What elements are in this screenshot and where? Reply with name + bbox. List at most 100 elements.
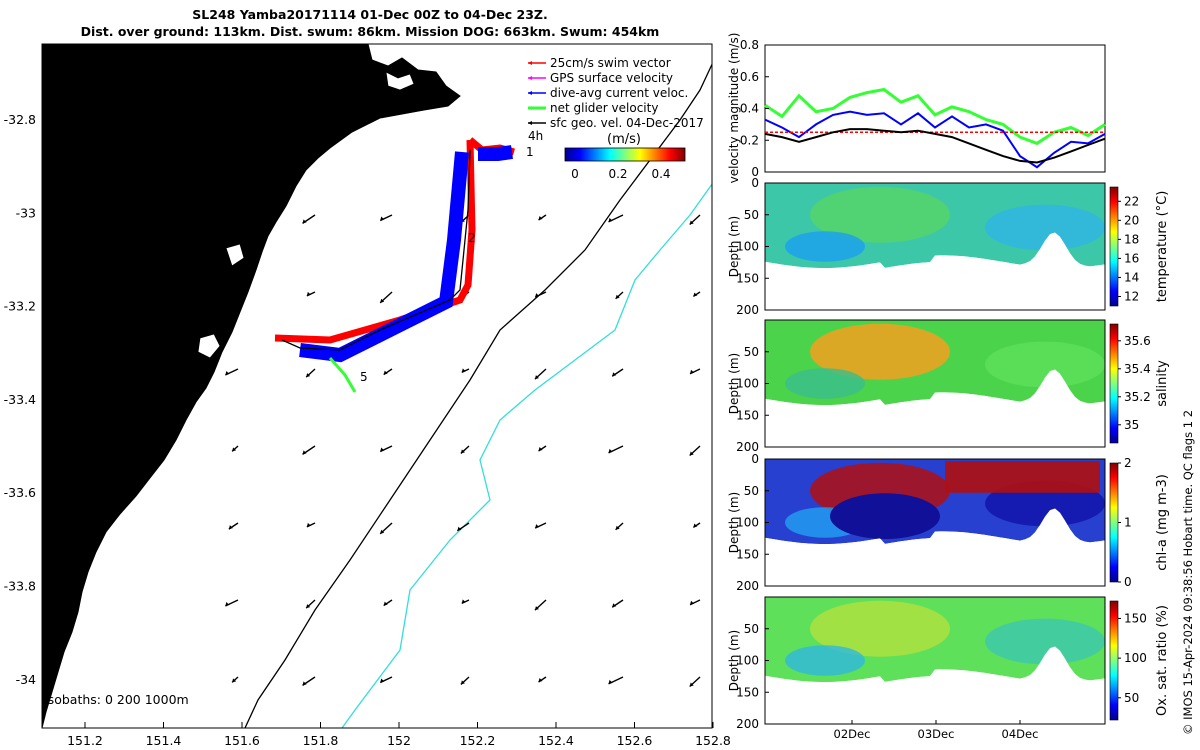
day-label: 4h [528, 129, 543, 143]
colorbar-tick: 14 [1124, 270, 1139, 284]
legend-entry: net glider velocity [550, 101, 658, 115]
velocity-series-line [764, 128, 1106, 164]
depth-tick: 50 [744, 208, 759, 222]
depth-axis-label: Depth (m) [727, 492, 741, 553]
legend-entry: dive-avg current veloc. [550, 86, 688, 100]
depth-tick: 150 [736, 271, 759, 285]
depth-tick: 100 [736, 377, 759, 391]
depth-axis-label: Depth (m) [727, 353, 741, 414]
map-x-tick: 151.8 [303, 733, 339, 748]
depth-tick: 50 [744, 484, 759, 498]
colorbar-tick: 2 [1124, 456, 1132, 470]
map-x-tick: 152 [387, 733, 411, 748]
colorbar-tick: 35.6 [1124, 334, 1151, 348]
colorbar-label: Ox. sat. ratio (%) [1155, 605, 1170, 716]
depth-tick: 100 [736, 240, 759, 254]
colorbar-label: salinity [1155, 360, 1170, 407]
map-x-tick: 151.2 [67, 733, 103, 748]
profile-heatmap-panel: 50 100 150 200 Depth (m) 35 35.2 35.4 35.6 salini… [727, 319, 1170, 454]
depth-tick: 100 [736, 654, 759, 668]
depth-tick: 200 [736, 303, 759, 317]
map-frame [41, 43, 713, 729]
legend-entry: 25cm/s swim vector [550, 56, 671, 70]
colorbar-tick: 35 [1124, 418, 1139, 432]
colorbar-tick: 35.4 [1124, 362, 1151, 376]
glider-track [281, 149, 471, 351]
colorbar-tick: 20 [1124, 213, 1139, 227]
net-glider-velocity [328, 357, 357, 393]
land-mass [42, 44, 461, 728]
legend-entry: GPS surface velocity [550, 71, 673, 85]
colorbar-tick: 0 [571, 167, 579, 181]
map-y-ticks: -32.8 -33 -33.2 -33.4 -33.6 -33.8 -34 [4, 112, 48, 687]
colorbar-tick: 16 [1124, 251, 1139, 265]
colorbar-tick: 18 [1124, 232, 1139, 246]
depth-tick: 50 [744, 345, 759, 359]
velocity-y-tick: 0.6 [740, 70, 759, 84]
depth-tick: 100 [736, 516, 759, 530]
speed-colorbar: (m/s) 0 0.2 0.4 [564, 132, 686, 181]
velocity-y-tick: 0.2 [740, 133, 759, 147]
depth-tick: 200 [736, 579, 759, 593]
depth-tick: 50 [744, 622, 759, 636]
colorbar-tick: 12 [1124, 289, 1139, 303]
colorbar-tick: 150 [1124, 611, 1147, 625]
depth-tick: 150 [736, 547, 759, 561]
colorbar-label: (m/s) [607, 132, 641, 147]
day-label: 5 [360, 370, 368, 384]
isobaths-label: Isobaths: 0 200 1000m [44, 692, 189, 707]
day-label: 1 [526, 145, 534, 159]
map-x-tick: 152.2 [460, 733, 496, 748]
map-y-tick: -33.4 [4, 392, 36, 407]
colorbar-tick: 0 [1124, 575, 1132, 589]
surface-geostrophic-vectors [225, 214, 701, 687]
velocity-y-tick: 0 [751, 165, 759, 179]
map-y-tick: -33.8 [4, 579, 36, 594]
depth-axis-label: Depth (m) [727, 630, 741, 691]
profile-heatmap-panel: 0 50 100 150 200 Depth (m) 0 1 2 chl-a (mg m-3) [727, 452, 1170, 593]
figure-title: SL248 Yamba20171114 01-Dec 00Z to 04-Dec… [0, 6, 740, 40]
map-y-tick: -34 [16, 672, 36, 687]
velocity-series-line [764, 87, 1106, 146]
map-y-tick: -33.6 [4, 485, 36, 500]
colorbar-tick: 50 [1124, 691, 1139, 705]
map-x-tick: 152.6 [617, 733, 653, 748]
colorbar-label: chl-a (mg m-3) [1155, 474, 1170, 571]
footer-text: © IMOS 15-Apr-2024 09:38:56 Hobart time.… [1181, 410, 1195, 735]
velocity-magnitude-panel: 0 0.2 0.4 0.6 0.8 velocity magnitude (m/s) [727, 33, 1106, 184]
isobath-1000m [341, 183, 712, 728]
depth-axis-label: Depth (m) [727, 216, 741, 277]
title-line-2: Dist. over ground: 113km. Dist. swum: 86… [80, 24, 660, 39]
colorbar-ticks: 0 0.2 0.4 [571, 167, 670, 181]
map-y-tick: -33 [16, 205, 36, 220]
depth-tick: 200 [736, 440, 759, 454]
colorbar-label: temperature (°C) [1155, 191, 1170, 303]
date-tick: 03Dec [918, 727, 955, 741]
profile-panels: 0 0.2 0.4 0.6 0.8 velocity magnitude (m/s) 0… [727, 33, 1170, 741]
day-label: 2 [468, 231, 476, 245]
velocity-y-tick: 0.4 [740, 102, 759, 116]
profile-heatmap-panel: 0 50 100 150 200 Depth (m) 12 14 16 18 20 22 tempera… [727, 176, 1170, 317]
dive-avg-current-vectors [299, 145, 513, 363]
velocity-y-tick: 0.8 [740, 38, 759, 52]
colorbar-tick: 22 [1124, 194, 1139, 208]
velocity-y-label: velocity magnitude (m/s) [727, 33, 741, 184]
map-y-tick: -32.8 [4, 112, 36, 127]
inlet [225, 243, 245, 267]
depth-tick: 150 [736, 408, 759, 422]
isobath-200m [244, 62, 712, 728]
title-line-1: SL248 Yamba20171114 01-Dec 00Z to 04-Dec… [192, 7, 548, 22]
depth-tick: 0 [751, 452, 759, 466]
date-tick: 02Dec [834, 727, 871, 741]
map-x-tick: 151.4 [146, 733, 182, 748]
colorbar-tick: 1 [1124, 516, 1132, 530]
map-x-tick: 152.4 [538, 733, 574, 748]
map-x-tick: 152.8 [695, 733, 731, 748]
colorbar-tick: 35.2 [1124, 390, 1151, 404]
inlet [385, 71, 415, 91]
map-x-tick: 151.6 [224, 733, 260, 748]
map-y-tick: -33.2 [4, 299, 36, 314]
